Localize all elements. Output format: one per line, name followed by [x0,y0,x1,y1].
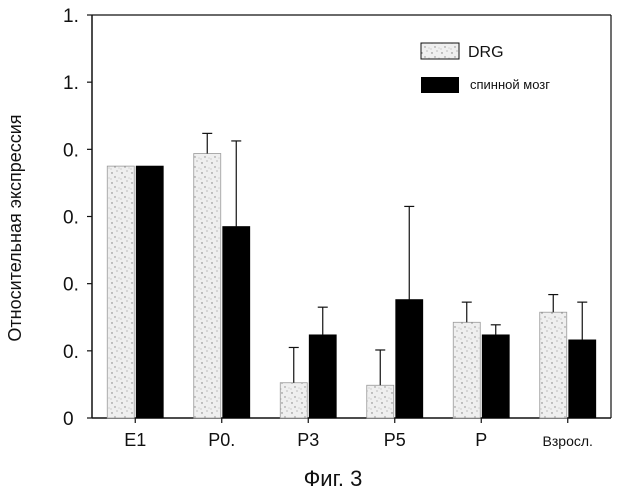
y-tick-label: 0. [63,342,79,363]
legend-swatch-spinal-cord [421,77,459,93]
bars [107,154,596,418]
legend: DRG спинной мозг [421,43,550,93]
bar-spinal-cord [309,335,336,418]
bar-drg [367,385,394,418]
bar-drg [194,154,221,418]
x-axis-ticks: E1 P0. P3 P5 P Взросл. [124,418,593,450]
x-tick-label: P0. [208,430,235,450]
bar-spinal-cord [482,335,509,418]
bar-spinal-cord [396,300,423,418]
bar-spinal-cord [223,227,250,418]
y-tick-label: 0. [63,275,79,296]
plot-frame [92,15,611,418]
bar-drg [280,383,307,418]
y-tick-label: 0. [63,208,79,229]
y-axis-label: Относительная экспрессия [5,114,25,341]
x-tick-label: P [475,430,487,450]
legend-swatch-drg [421,43,459,59]
legend-label-drg: DRG [468,44,504,61]
y-tick-label: 0 [63,409,74,430]
bar-drg [453,322,480,418]
bar-spinal-cord [569,340,596,418]
legend-label-spinal-cord: спинной мозг [470,77,550,92]
x-tick-label: E1 [124,430,146,450]
y-axis-ticks: 0 0. 0. 0. 0. 1. 1. [63,6,92,430]
figure-caption: Фиг. 3 [304,466,363,491]
x-tick-label: P3 [297,430,319,450]
x-tick-label: P5 [384,430,406,450]
bar-drg [540,312,567,418]
x-tick-label: Взросл. [543,433,593,449]
bar-drg [107,166,134,418]
y-tick-label: 1. [63,6,79,27]
y-tick-label: 0. [63,140,79,161]
error-bars [202,133,587,385]
y-tick-label: 1. [63,73,79,94]
bar-spinal-cord [136,166,163,418]
